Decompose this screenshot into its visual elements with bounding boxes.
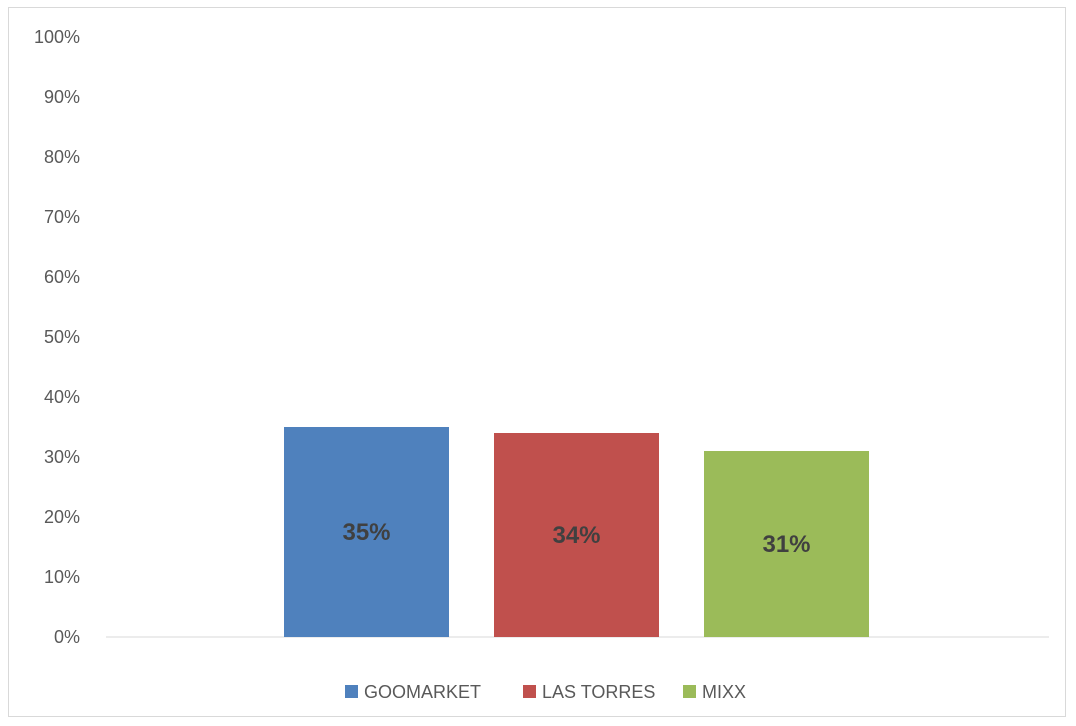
bars-group [284, 427, 869, 637]
y-tick-label: 40% [44, 387, 80, 407]
y-tick-label: 70% [44, 207, 80, 227]
y-tick-label: 20% [44, 507, 80, 527]
y-axis-ticks: 0% 10% 20% 30% 40% 50% 60% 70% 80% 90% 100% [34, 27, 80, 647]
y-tick-label: 0% [54, 627, 80, 647]
legend-swatch [683, 685, 696, 698]
data-labels-group: 35% 34% 31% [342, 519, 810, 558]
y-tick-label: 10% [44, 567, 80, 587]
y-tick-label: 90% [44, 87, 80, 107]
y-tick-label: 60% [44, 267, 80, 287]
bar-goomarket [284, 427, 449, 637]
y-tick-label: 100% [34, 27, 80, 47]
y-tick-label: 30% [44, 447, 80, 467]
data-label: 31% [762, 531, 810, 558]
legend: GOOMARKET LAS TORRES MIXX [345, 682, 746, 702]
legend-label: MIXX [702, 682, 746, 702]
y-tick-label: 50% [44, 327, 80, 347]
legend-swatch [523, 685, 536, 698]
data-label: 35% [342, 519, 390, 546]
y-tick-label: 80% [44, 147, 80, 167]
legend-label: LAS TORRES [542, 682, 655, 702]
bar-mixx [704, 451, 869, 637]
legend-swatch [345, 685, 358, 698]
data-label: 34% [552, 522, 600, 549]
legend-label: GOOMARKET [364, 682, 481, 702]
bar-las-torres [494, 433, 659, 637]
